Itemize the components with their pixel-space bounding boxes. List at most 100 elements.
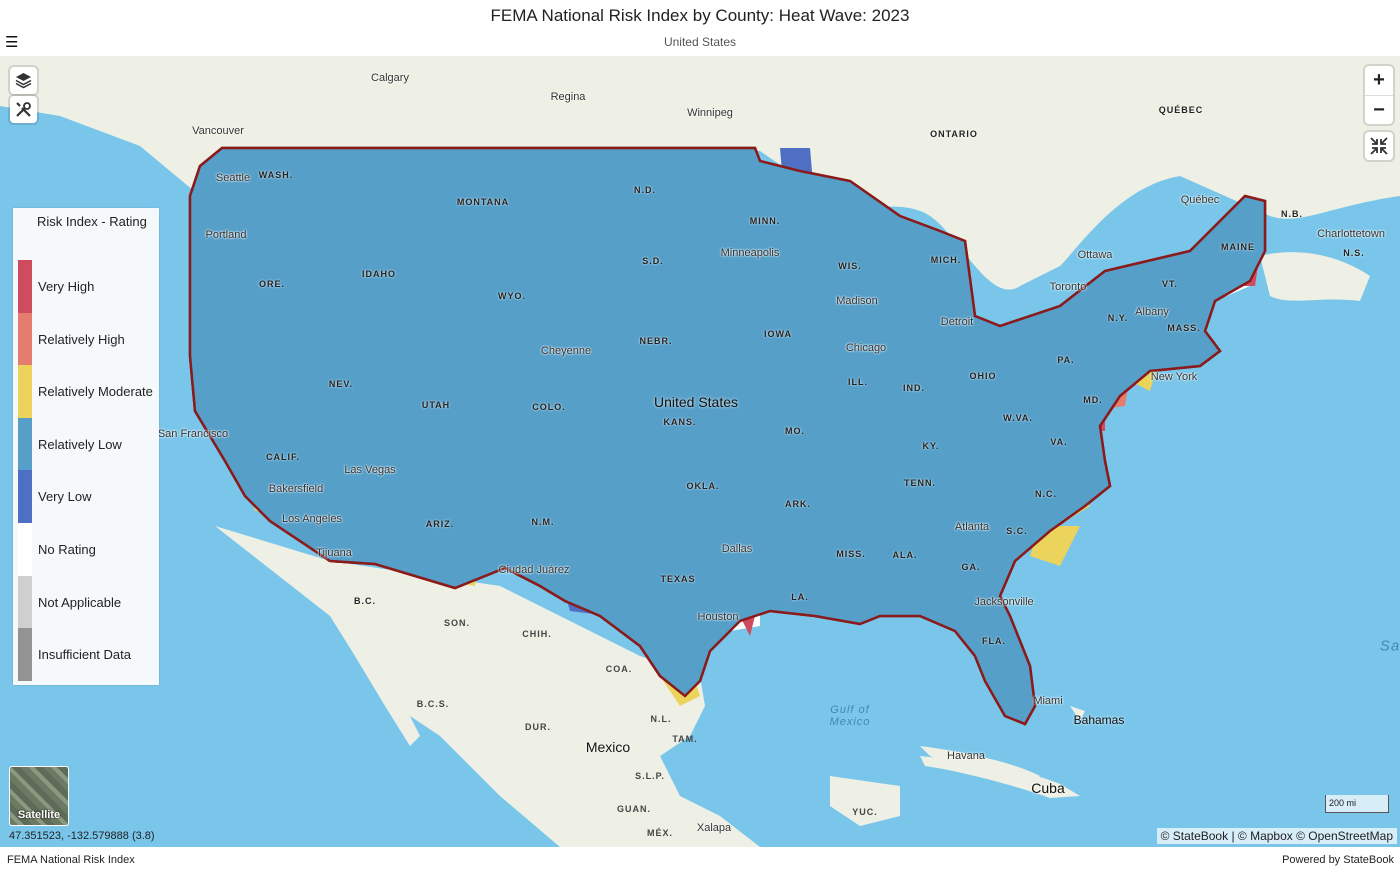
label-state-tx: TEXAS: [660, 574, 696, 584]
label-xalapa: Xalapa: [696, 822, 732, 834]
legend-item: Very Low: [18, 470, 156, 523]
label-winnipeg: Winnipeg: [687, 107, 733, 119]
label-mx-guan: GUAN.: [617, 804, 651, 814]
label-state-wi: WIS.: [838, 261, 862, 271]
label-state-nc: N.C.: [1035, 489, 1057, 499]
collapse-button[interactable]: [1365, 132, 1393, 160]
layers-icon: [15, 73, 32, 89]
legend-swatch: [18, 365, 32, 418]
legend-label: Not Applicable: [38, 594, 122, 610]
label-mx-coa: COA.: [605, 664, 633, 674]
label-mx-dur: DUR.: [525, 722, 551, 732]
label-state-az: ARIZ.: [425, 519, 455, 529]
legend-item: Relatively Moderate: [18, 365, 156, 418]
label-state-ne: NEBR.: [639, 336, 673, 346]
label-los-angeles: Los Angeles: [282, 513, 342, 525]
tools-button[interactable]: [10, 96, 37, 123]
label-mx-chih: CHIH.: [522, 629, 552, 639]
label-state-il: ILL.: [848, 377, 868, 387]
map-attribution[interactable]: © StateBook | © Mapbox © OpenStreetMap: [1156, 828, 1397, 844]
page-title: FEMA National Risk Index by County: Heat…: [490, 6, 910, 25]
label-state-mn: MINN.: [749, 216, 781, 226]
legend-swatch: [18, 470, 32, 523]
label-state-wa: WASH.: [258, 170, 294, 180]
footer-powered-by[interactable]: Powered by StateBook: [1282, 854, 1394, 866]
label-state-me: MAINE: [1221, 242, 1255, 252]
legend-label: Very High: [38, 279, 95, 294]
label-state-in: IND.: [903, 383, 925, 393]
label-minneapolis: Minneapolis: [720, 247, 780, 259]
label-state-ia: IOWA: [764, 329, 792, 339]
label-state-sd: S.D.: [642, 256, 664, 266]
label-albany: Albany: [1135, 306, 1169, 318]
label-charlottetown: Charlottetown: [1317, 228, 1385, 240]
label-state-ca: CALIF.: [266, 452, 300, 462]
label-province-qc: QUÉBEC: [1158, 105, 1204, 115]
legend-swatch: [18, 523, 32, 576]
label-bahamas: Bahamas: [1073, 713, 1125, 727]
footer-left-text: FEMA National Risk Index: [7, 854, 135, 866]
label-chicago: Chicago: [845, 342, 887, 354]
map-view[interactable]: Calgary Regina Winnipeg Vancouver Seattl…: [0, 56, 1400, 847]
legend-item: Insufficient Data: [18, 628, 156, 681]
legend-item: Very High: [18, 260, 156, 313]
label-state-or: ORE.: [258, 279, 286, 289]
legend-label: No Rating: [38, 542, 96, 557]
label-province-bc: B.C.: [354, 596, 376, 606]
legend-label: Relatively Low: [38, 436, 122, 452]
label-state-wy: WYO.: [498, 291, 526, 301]
legend-item: No Rating: [18, 523, 156, 576]
label-detroit: Detroit: [940, 316, 974, 328]
label-state-id: IDAHO: [362, 269, 396, 279]
label-atlanta: Atlanta: [954, 521, 990, 533]
legend-label: Relatively Moderate: [38, 384, 153, 400]
label-havana: Havana: [947, 750, 985, 762]
hamburger-menu-icon[interactable]: ☰: [5, 34, 19, 51]
label-atlantic-partial: Sa: [1379, 637, 1400, 655]
zoom-in-button[interactable]: +: [1373, 69, 1385, 91]
label-mx-bcs: B.C.S.: [416, 699, 450, 709]
label-state-vt: VT.: [1161, 279, 1179, 289]
label-province-nb: N.B.: [1281, 209, 1303, 219]
label-mx-yuc: YUC.: [852, 807, 878, 817]
label-state-ks: KANS.: [663, 417, 697, 427]
satellite-toggle[interactable]: Satellite: [9, 766, 69, 826]
legend-label: Very Low: [38, 489, 92, 505]
label-state-fl: FLA.: [982, 636, 1006, 646]
label-state-co: COLO.: [532, 402, 566, 412]
label-gulf-of-mexico: Gulf of Mexico: [829, 704, 871, 728]
label-state-ut: UTAH: [421, 400, 451, 410]
label-state-wv: W.VA.: [1003, 413, 1033, 423]
legend-swatch: [18, 628, 32, 681]
label-state-mt: MONTANA: [456, 197, 510, 207]
zoom-out-button[interactable]: −: [1365, 95, 1393, 125]
label-country-us: United States: [653, 394, 739, 410]
label-miami: Miami: [1033, 695, 1063, 707]
label-bakersfield: Bakersfield: [268, 483, 324, 495]
label-state-sc: S.C.: [1006, 526, 1028, 536]
legend-swatch: [18, 260, 32, 313]
label-state-va: VA.: [1050, 437, 1068, 447]
legend-swatch: [18, 575, 32, 629]
label-state-ny: N.Y.: [1107, 313, 1129, 323]
label-country-mexico: Mexico: [585, 739, 631, 755]
label-state-nd: N.D.: [634, 185, 656, 195]
label-san-francisco: San Francisco: [157, 428, 229, 440]
label-state-ky: KY.: [922, 441, 940, 451]
header: FEMA National Risk Index by County: Heat…: [0, 0, 1400, 56]
scale-bar: 200 mi: [1325, 795, 1389, 813]
label-portland: Portland: [205, 229, 247, 241]
label-dallas: Dallas: [721, 543, 753, 555]
label-madison: Madison: [836, 295, 878, 307]
label-state-ma: MASS.: [1167, 323, 1201, 333]
label-seattle: Seattle: [215, 172, 251, 184]
label-quebec-city: Québec: [1180, 194, 1220, 206]
legend-label: Relatively High: [38, 331, 125, 347]
label-state-la: LA.: [791, 592, 809, 602]
layers-button[interactable]: [10, 67, 37, 94]
label-toronto: Toronto: [1049, 281, 1087, 293]
label-ciudad-juarez: Ciudad Juárez: [498, 564, 570, 576]
label-state-al: ALA.: [892, 550, 918, 560]
legend-panel: Risk Index - Rating Very High Relatively …: [13, 208, 159, 685]
label-state-ms: MISS.: [836, 549, 866, 559]
